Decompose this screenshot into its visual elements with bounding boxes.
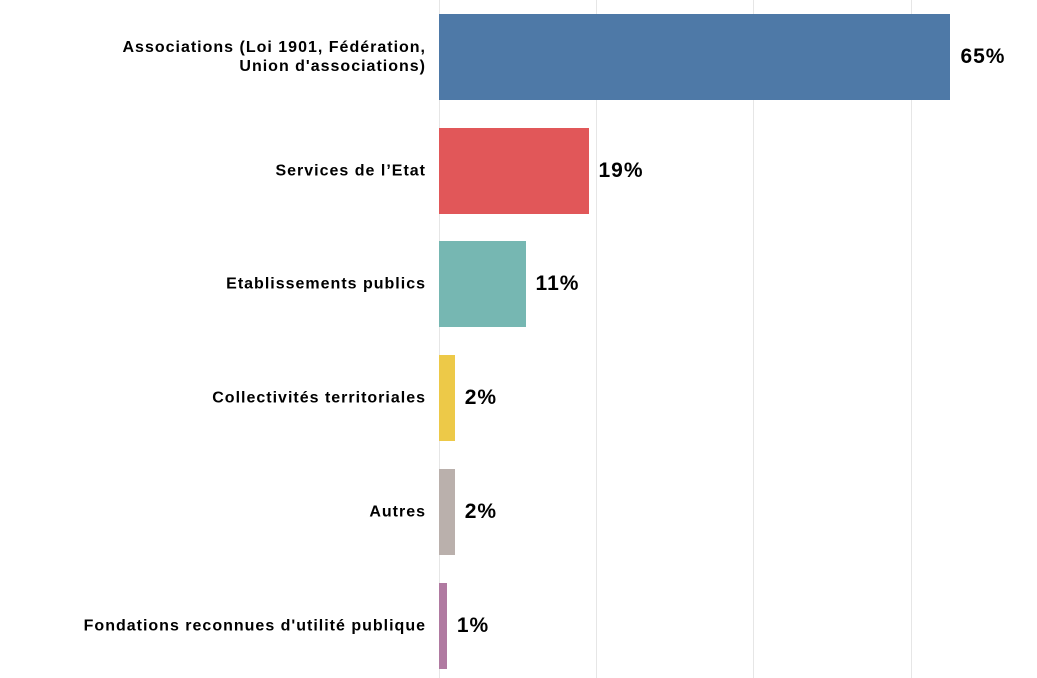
y-tick-label: Etablissements publics [226, 275, 426, 293]
bar [439, 127, 589, 214]
data-label: 11% [535, 272, 580, 296]
bar [439, 468, 455, 555]
data-label: 65% [960, 45, 1006, 68]
bar [439, 14, 951, 100]
grid-line [438, 0, 440, 678]
y-tick-label: Services de l’Etat [275, 162, 426, 180]
y-tick-label: Autres [369, 503, 426, 521]
bar [439, 355, 455, 442]
data-label: 1% [456, 613, 490, 637]
y-tick-label: Collectivités territoriales [212, 389, 426, 407]
data-label: 2% [464, 386, 498, 410]
grid-line [595, 0, 597, 678]
y-tick-label: Fondations reconnues d'utilité publique [83, 617, 426, 634]
bar [439, 241, 526, 328]
data-label: 19% [598, 158, 644, 182]
data-label: 2% [464, 499, 498, 523]
grid-line [753, 0, 755, 678]
grid-line [910, 0, 912, 678]
y-tick-label: Associations (Loi 1901, Fédération, Unio… [122, 39, 426, 75]
bar [439, 582, 447, 669]
